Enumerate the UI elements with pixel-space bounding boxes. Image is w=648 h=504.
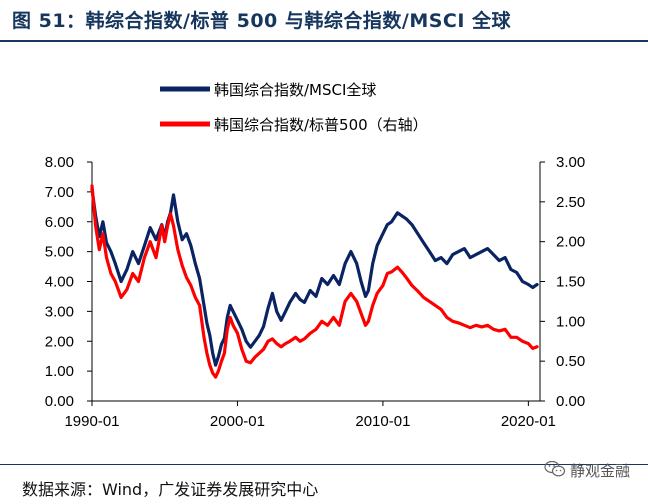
- left-tick-label: 1.00: [45, 363, 74, 380]
- legend-label-sp500: 韩国综合指数/标普500（右轴）: [214, 116, 428, 134]
- wechat-icon: [544, 460, 566, 477]
- figure-title: 图 51：韩综合指数/标普 500 与韩综合指数/MSCI 全球: [12, 10, 512, 32]
- left-tick-label: 2.00: [45, 333, 74, 350]
- left-tick-label: 8.00: [45, 154, 74, 171]
- brand-name: 静观金融: [570, 462, 631, 480]
- x-tick-label: 2000-01: [210, 413, 265, 430]
- right-tick-label: 3.00: [556, 154, 585, 171]
- left-tick-label: 7.00: [45, 184, 74, 201]
- right-tick-label: 2.00: [556, 234, 585, 251]
- figure-header: 图 51：韩综合指数/标普 500 与韩综合指数/MSCI 全球: [0, 0, 648, 42]
- left-tick-label: 3.00: [45, 303, 74, 320]
- source-divider: [0, 464, 648, 465]
- right-tick-label: 1.50: [556, 274, 585, 291]
- source-note: 数据来源：Wind，广发证券发展研究中心: [22, 480, 319, 499]
- series-line-sp500: [90, 184, 539, 379]
- right-tick-label: 2.50: [556, 194, 585, 211]
- line-chart: 0.00 1.00 2.00 3.00 4.00 5.00 6.00 7.00 8.00 0.00…: [45, 81, 585, 430]
- x-tick-label: 2010-01: [355, 413, 410, 430]
- right-tick-label: 1.00: [556, 313, 585, 330]
- x-tick-label: 1990-01: [64, 413, 119, 430]
- brand-watermark: 静观金融: [544, 456, 640, 484]
- left-tick-label: 6.00: [45, 214, 74, 231]
- left-tick-label: 5.00: [45, 244, 74, 261]
- left-tick-label: 4.00: [45, 274, 74, 291]
- x-tick-label: 2020-01: [501, 413, 556, 430]
- title-divider: [0, 40, 648, 42]
- legend-label-msci: 韩国综合指数/MSCI全球: [214, 81, 376, 99]
- right-tick-label: 0.50: [556, 353, 585, 370]
- series-line-msci: [90, 187, 539, 367]
- left-tick-label: 0.00: [45, 393, 74, 410]
- right-tick-label: 0.00: [556, 393, 585, 410]
